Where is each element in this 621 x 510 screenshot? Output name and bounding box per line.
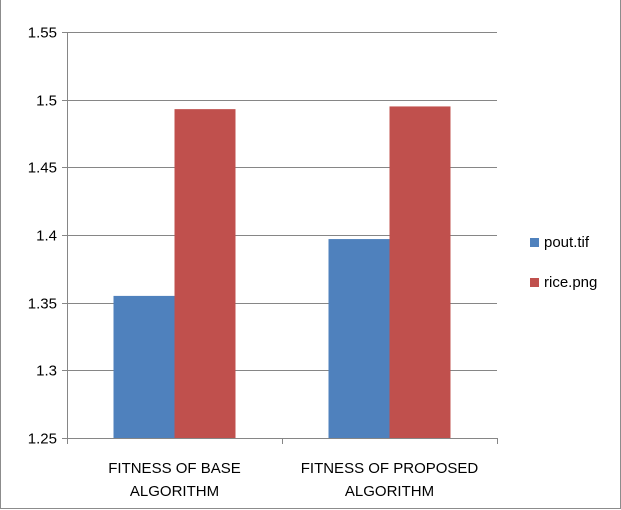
bar-pout-tif-0	[113, 295, 175, 438]
legend-swatch	[530, 278, 539, 287]
y-axis-tick-labels: 1.25 1.3 1.35 1.4 1.45 1.5 1.55	[28, 25, 57, 448]
x-axis-category-labels: FITNESS OF BASE ALGORITHM FITNESS OF PROPO…	[108, 460, 478, 500]
axes	[62, 32, 498, 444]
bar-pout-tif-1	[328, 239, 390, 438]
bar-rice-png-1	[389, 106, 451, 438]
y-tick-label: 1.35	[28, 296, 57, 313]
x-category-label: FITNESS OF PROPOSED	[301, 460, 479, 477]
x-category-label: ALGORITHM	[345, 483, 434, 500]
x-category-label: ALGORITHM	[130, 483, 219, 500]
legend-label: rice.png	[544, 274, 597, 291]
y-tick-label: 1.5	[36, 93, 57, 110]
bar-rice-png-0	[174, 109, 236, 438]
x-category-label: FITNESS OF BASE	[108, 460, 241, 477]
y-tick-label: 1.55	[28, 25, 57, 42]
y-tick-label: 1.3	[36, 363, 57, 380]
y-tick-label: 1.4	[36, 228, 57, 245]
legend-swatch	[530, 238, 539, 247]
bars	[113, 106, 451, 438]
y-tick-label: 1.45	[28, 160, 57, 177]
legend: pout.tif rice.png	[530, 234, 597, 291]
legend-label: pout.tif	[544, 234, 590, 251]
y-tick-label: 1.25	[28, 431, 57, 448]
